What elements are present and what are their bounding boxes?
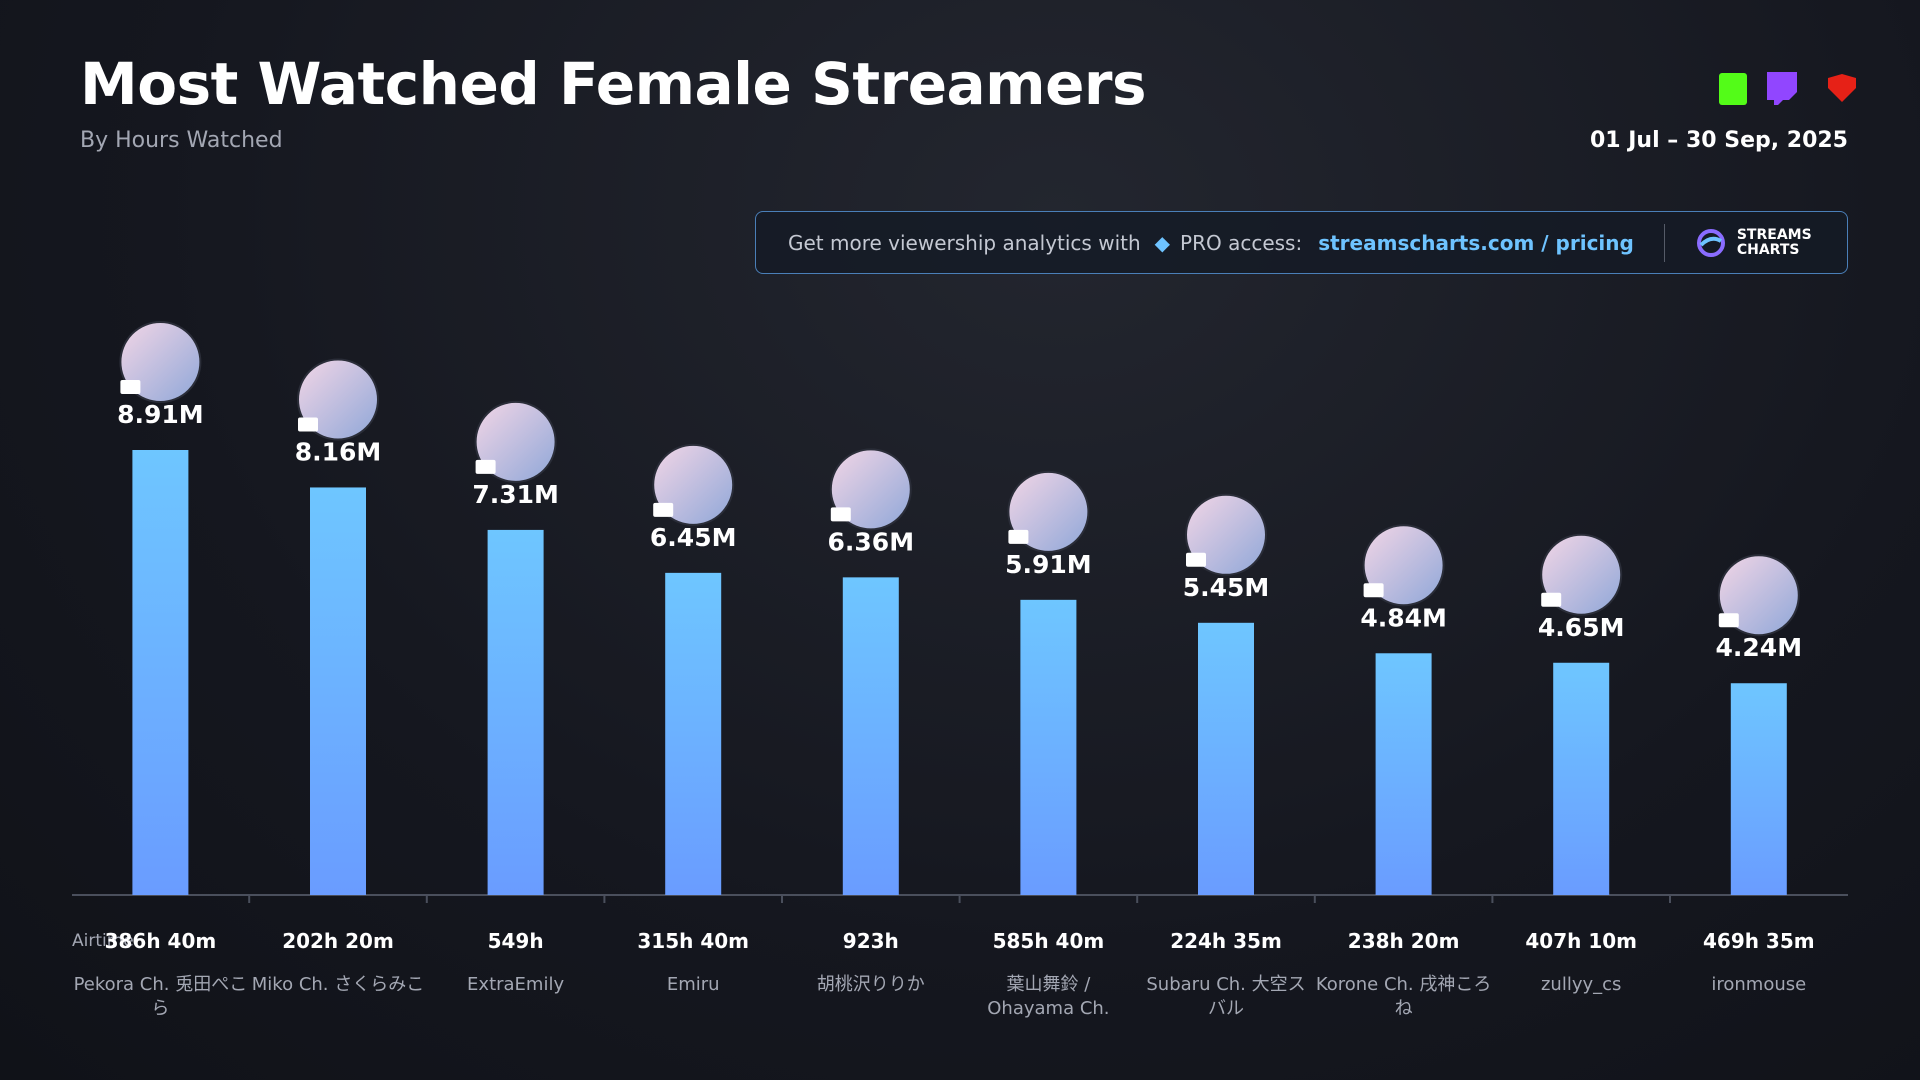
value-label: 5.45M — [1183, 573, 1270, 602]
value-label: 4.65M — [1538, 613, 1625, 642]
heart-icon — [1828, 74, 1856, 102]
flag-icon — [120, 380, 141, 394]
banner-link[interactable]: streamscharts.com / pricing — [1318, 230, 1634, 255]
value-label: 6.45M — [650, 523, 737, 552]
bar — [842, 577, 899, 895]
streamer-name: 胡桃沢りりか — [816, 974, 925, 995]
airtime: 585h 40m — [992, 929, 1105, 953]
date-range: 01 Jul – 30 Sep, 2025 — [1589, 128, 1848, 153]
value-label: 6.36M — [828, 527, 915, 556]
logo-top: STREAMS — [1736, 226, 1812, 243]
bar — [665, 572, 722, 895]
twitch-icon — [1767, 72, 1797, 105]
logo: STREAMS CHARTS — [1736, 226, 1812, 258]
bar — [132, 450, 189, 895]
flag-icon — [1008, 529, 1029, 544]
chart-title: Most Watched Female Streamers — [80, 50, 1147, 118]
streamer-name: Korone Ch. 戌神ころね — [1315, 974, 1492, 1019]
streamer-name: ExtraEmily — [467, 974, 565, 995]
promo-banner: Get more viewership analytics with ◆ PRO… — [755, 211, 1848, 274]
streamer-name: ironmouse — [1711, 974, 1807, 995]
separator — [1663, 223, 1665, 262]
streamer-name: 葉山舞鈴 / Ohayama Ch. — [987, 974, 1110, 1019]
airtime: 386h 40m — [104, 929, 217, 953]
banner-pro: PRO access: — [1180, 230, 1303, 255]
airtime: 407h 10m — [1525, 929, 1637, 953]
streamer-name: zullyy_cs — [1540, 974, 1622, 995]
flag-icon — [298, 417, 318, 432]
bar — [1198, 622, 1254, 895]
logo-icon — [1696, 228, 1725, 257]
flag-icon — [1186, 552, 1206, 567]
bar — [1553, 662, 1610, 895]
value-label: 4.24M — [1716, 633, 1803, 662]
flag-icon — [475, 459, 496, 474]
flag-icon — [1541, 592, 1562, 607]
airtime: 923h — [842, 929, 899, 953]
airtime: 315h 40m — [637, 929, 749, 953]
value-label: 8.91M — [117, 400, 204, 429]
airtime-label: Airtime: — [72, 931, 140, 951]
chart-subtitle: By Hours Watched — [80, 128, 283, 153]
diamond-icon: ◆ — [1154, 230, 1171, 255]
flag-icon — [1363, 583, 1384, 598]
value-label: 8.16M — [295, 437, 382, 466]
streamer-name: Miko Ch. さくらみこ — [251, 974, 425, 995]
flag-icon — [1718, 613, 1739, 628]
streamer-name: Subaru Ch. 大空スバル — [1146, 974, 1306, 1019]
airtime: 549h — [487, 929, 544, 953]
airtime: 224h 35m — [1170, 929, 1282, 953]
value-label: 4.84M — [1360, 603, 1447, 632]
streamer-name: Emiru — [666, 974, 720, 995]
airtime: 202h 20m — [282, 929, 394, 953]
airtime: 469h 35m — [1702, 929, 1815, 953]
bar — [487, 529, 544, 895]
bar — [1020, 599, 1077, 895]
logo-bottom: CHARTS — [1736, 241, 1800, 258]
platform-icons — [1719, 72, 1856, 105]
kick-icon — [1719, 73, 1747, 105]
value-label: 5.91M — [1005, 550, 1092, 579]
bar — [1730, 683, 1787, 895]
bar — [310, 487, 366, 895]
bar — [1375, 653, 1432, 895]
airtime: 238h 20m — [1347, 929, 1460, 953]
flag-icon — [830, 507, 851, 522]
streamer-name: Pekora Ch. 兎田ぺこら — [73, 974, 248, 1019]
value-label: 7.31M — [472, 480, 559, 509]
banner-text: Get more viewership analytics with — [788, 230, 1141, 255]
flag-icon — [653, 502, 674, 517]
